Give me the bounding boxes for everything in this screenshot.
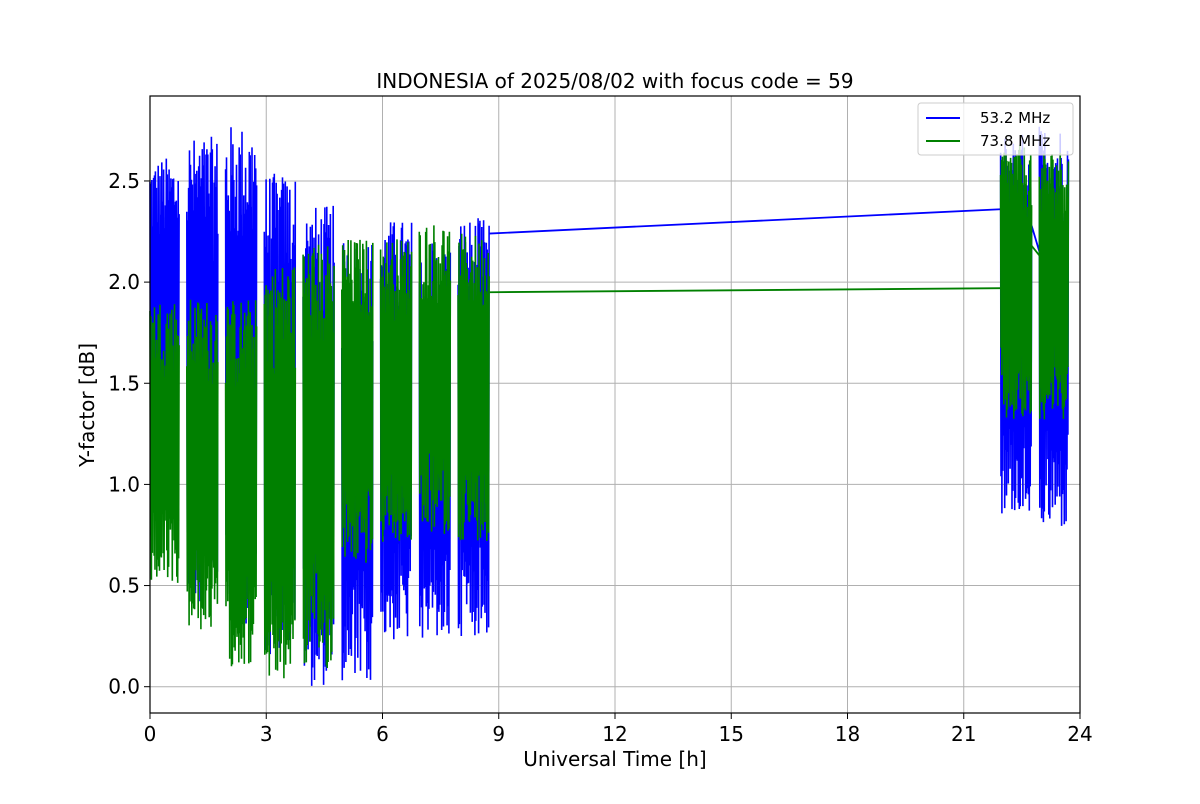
x-tick-label: 18: [835, 722, 860, 746]
plot-area: [149, 126, 1070, 686]
y-tick-label: 2.0: [108, 270, 140, 294]
y-axis-label: Y-factor [dB]: [75, 343, 99, 468]
series-1-connector: [489, 208, 1001, 235]
axes: 0 3 6 9 12 15 18 21 24 0.0 0.5 1.0 1.5 2.0 2.5: [108, 95, 1093, 746]
series-2-segment: [379, 239, 413, 542]
y-tick-label: 0.0: [108, 675, 140, 699]
series-2-connector: [1030, 245, 1042, 259]
y-tick-label: 1.0: [108, 472, 140, 496]
series-2-segment: [418, 225, 452, 534]
legend-label: 53.2 MHz: [980, 109, 1050, 127]
series-2-segment: [341, 239, 374, 563]
x-axis-label: Universal Time [h]: [523, 747, 706, 771]
x-tick-label: 24: [1067, 722, 1092, 746]
x-tick-label: 15: [719, 722, 744, 746]
x-tick-label: 21: [951, 722, 976, 746]
x-tick-label: 9: [492, 722, 505, 746]
x-tick-label: 12: [602, 722, 627, 746]
x-tick-label: 6: [376, 722, 389, 746]
series-2-segment: [224, 300, 258, 667]
x-tick-label: 0: [144, 722, 157, 746]
legend: 53.2 MHz 73.8 MHz: [917, 102, 1074, 156]
series-2-segment: [999, 144, 1033, 419]
chart-title: INDONESIA of 2025/08/02 with focus code …: [376, 69, 853, 93]
series-2-segment: [186, 299, 219, 630]
series-2-segment: [1038, 152, 1070, 420]
series-2-segment: [302, 244, 335, 669]
series-2-segment: [263, 267, 297, 679]
y-tick-label: 2.5: [108, 169, 140, 193]
y-tick-label: 0.5: [108, 574, 140, 598]
legend-label: 73.8 MHz: [980, 132, 1050, 150]
series-2-connector: [489, 287, 1001, 294]
series-2-segment: [149, 304, 180, 583]
series-2-segment: [457, 233, 490, 542]
x-tick-label: 3: [260, 722, 273, 746]
series-2: [149, 144, 1070, 679]
y-tick-label: 1.5: [108, 371, 140, 395]
